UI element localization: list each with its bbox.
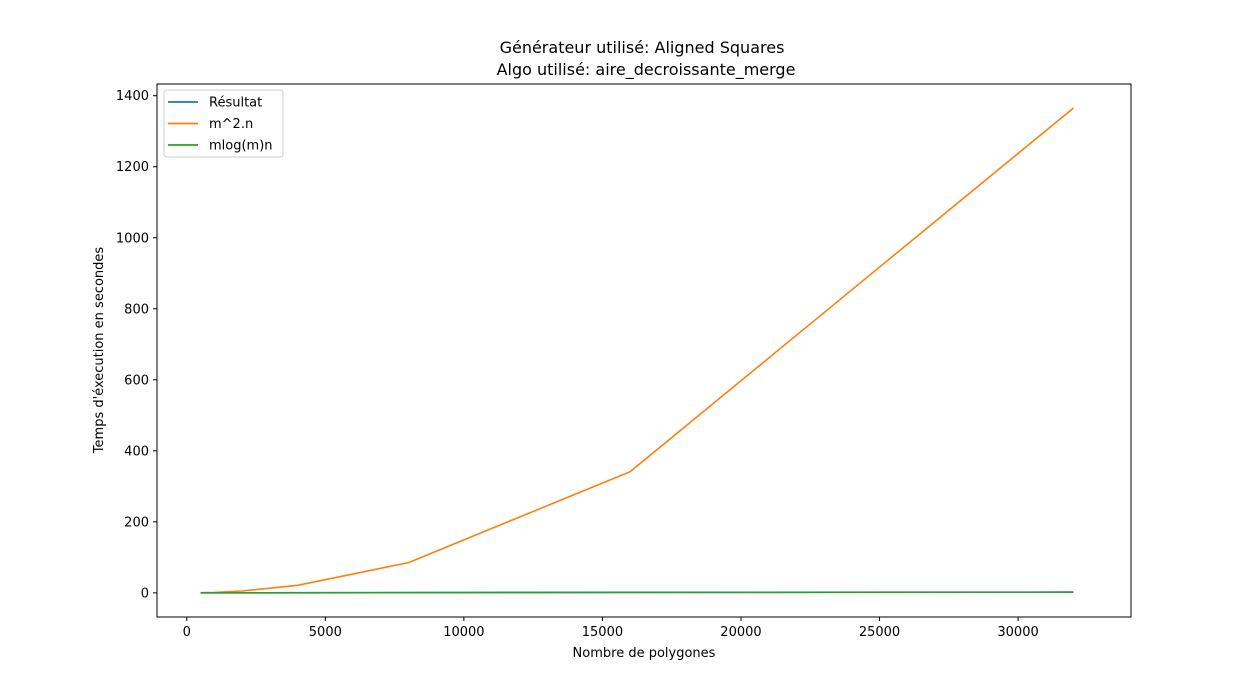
chart-title: Générateur utilisé: Aligned Squares bbox=[500, 38, 785, 57]
y-axis-label: Temps d'éxecution en secondes bbox=[92, 247, 107, 455]
legend-label-0: Résultat bbox=[209, 96, 262, 111]
x-tick-label: 25000 bbox=[859, 625, 900, 640]
y-tick-label: 1200 bbox=[116, 160, 149, 175]
y-tick-label: 600 bbox=[124, 373, 149, 388]
y-tick-label: 1000 bbox=[116, 231, 149, 246]
legend: Résultat m^2.n mlog(m)n bbox=[163, 89, 284, 158]
legend-box bbox=[163, 89, 284, 158]
legend-label-1: m^2.n bbox=[209, 117, 253, 132]
x-tick-label: 15000 bbox=[582, 625, 623, 640]
series-lines bbox=[200, 107, 1075, 594]
x-tick-label: 10000 bbox=[443, 625, 484, 640]
series-line-2 bbox=[200, 591, 1074, 594]
y-tick-label: 1400 bbox=[116, 89, 149, 104]
x-tick-label: 5000 bbox=[309, 625, 342, 640]
y-tick-label: 200 bbox=[124, 515, 149, 530]
y-axis: 0 200 400 600 800 1000 1200 1400 bbox=[116, 89, 157, 601]
plot-frame bbox=[156, 83, 1132, 618]
x-axis-label: Nombre de polygones bbox=[573, 646, 716, 661]
x-tick-label: 30000 bbox=[997, 625, 1038, 640]
x-axis: 0 5000 10000 15000 20000 25000 30000 bbox=[183, 617, 1039, 640]
x-tick-label: 0 bbox=[183, 625, 191, 640]
x-tick-label: 20000 bbox=[720, 625, 761, 640]
legend-label-2: mlog(m)n bbox=[209, 139, 273, 154]
series-line-1 bbox=[200, 107, 1075, 594]
y-tick-label: 0 bbox=[141, 586, 149, 601]
chart-subtitle: Algo utilisé: aire_decroissante_merge bbox=[497, 60, 796, 80]
y-tick-label: 800 bbox=[124, 302, 149, 317]
y-tick-label: 400 bbox=[124, 444, 149, 459]
plot-area bbox=[156, 83, 1132, 618]
